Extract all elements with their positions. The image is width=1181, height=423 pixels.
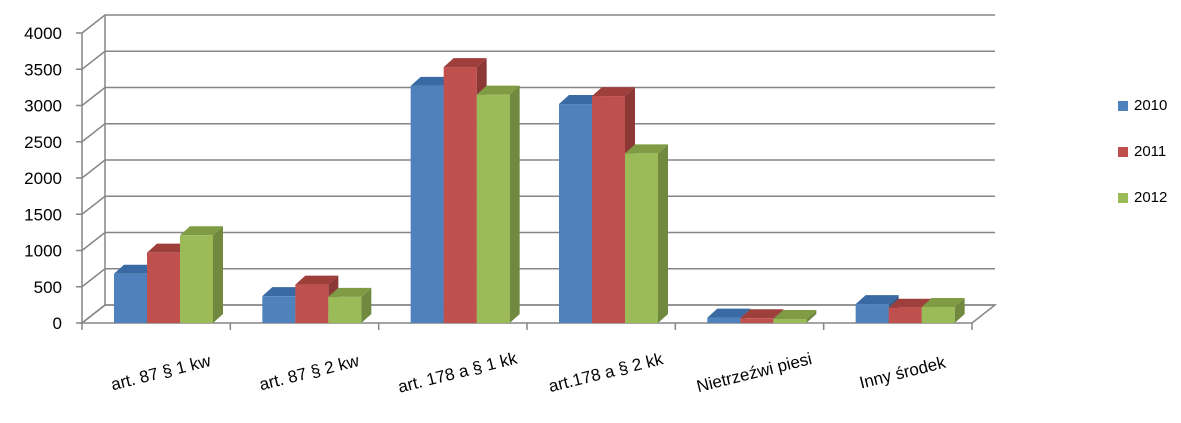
y-tick-label: 2500 (24, 133, 62, 152)
gridline (82, 196, 995, 214)
bar-front (262, 296, 295, 323)
x-tick-label: art. 178 a § 1 kk (396, 349, 519, 397)
y-tick-label: 1500 (24, 205, 62, 224)
y-tick-label: 1000 (24, 242, 62, 261)
x-axis-tick-labels: art. 87 § 1 kw art. 87 § 2 kw art. 178 a §… (109, 349, 948, 397)
x-tick-label: art.178 a § 2 kk (547, 349, 666, 396)
bar (180, 226, 223, 323)
gridline (82, 15, 995, 33)
x-tick-label: Nietrzeźwi piesi (695, 349, 814, 396)
legend-item-2010: 2010 (1118, 96, 1178, 142)
bars (114, 58, 965, 323)
bar-front (889, 308, 922, 323)
y-tick-label: 2000 (24, 169, 62, 188)
bar (477, 86, 520, 323)
bar (328, 288, 371, 323)
bar-front (559, 104, 592, 323)
y-tick-label: 0 (53, 314, 62, 333)
bar-front (477, 95, 510, 323)
bar-front (411, 86, 444, 323)
y-tick-label: 500 (34, 278, 62, 297)
y-tick-label: 3500 (24, 60, 62, 79)
gridline (82, 88, 995, 106)
bar-front (114, 274, 147, 323)
bar-front (922, 307, 955, 323)
bar (625, 144, 668, 323)
gridline (82, 124, 995, 142)
legend-label: 2011 (1134, 142, 1166, 162)
bar-chart: 0 500 1000 1500 2000 2500 3000 3500 4000 art. 87… (0, 0, 1118, 423)
legend-item-2012: 2012 (1118, 188, 1178, 234)
bar-side (510, 86, 520, 323)
bar-front (147, 253, 180, 323)
bar-front (180, 235, 213, 323)
y-tick-label: 3000 (24, 97, 62, 116)
gridline (82, 160, 995, 178)
bar (922, 298, 965, 323)
bar-front (773, 319, 806, 323)
bar-front (444, 67, 477, 323)
bar-front (592, 96, 625, 323)
bar-side (658, 144, 668, 323)
y-axis-tick-labels: 0 500 1000 1500 2000 2500 3000 3500 4000 (24, 24, 62, 333)
bar-front (707, 318, 740, 323)
gridline (82, 51, 995, 69)
x-tick-label: Inny środek (858, 353, 948, 393)
bar-front (328, 297, 361, 323)
legend: 2010 2011 2012 (1118, 96, 1178, 234)
legend-label: 2012 (1134, 188, 1167, 208)
legend-swatch-2010 (1118, 101, 1128, 111)
x-tick-label: art. 87 § 2 kw (257, 351, 361, 394)
legend-label: 2010 (1134, 96, 1167, 116)
bar-front (295, 285, 328, 323)
bar-front (740, 318, 773, 323)
x-tick-label: art. 87 § 1 kw (109, 351, 213, 394)
legend-item-2011: 2011 (1118, 142, 1178, 188)
legend-swatch-2011 (1118, 147, 1128, 157)
bar-front (625, 153, 658, 323)
bar-front (856, 304, 889, 323)
legend-swatch-2012 (1118, 193, 1128, 203)
bar-side (213, 226, 223, 323)
y-tick-label: 4000 (24, 24, 62, 43)
